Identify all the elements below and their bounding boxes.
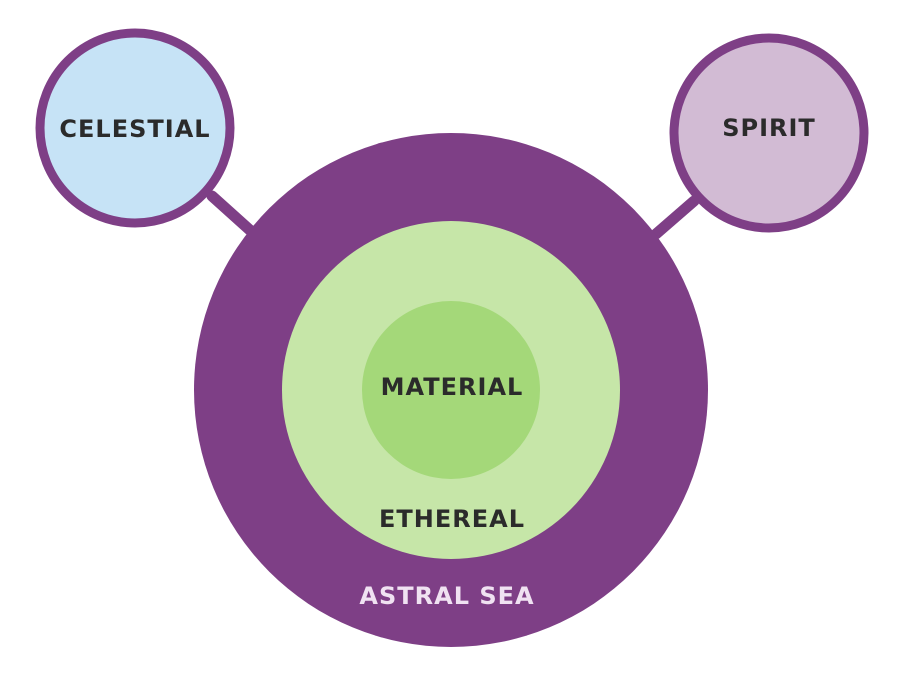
celestial-connector [206,190,258,238]
material-label: MATERIAL [381,373,524,401]
celestial-label: CELESTIAL [59,115,210,143]
material-disk [362,301,540,479]
ethereal-label: ETHEREAL [379,505,525,533]
spirit-label: SPIRIT [722,114,816,142]
astral-sea-label: ASTRAL SEA [359,582,534,610]
spirit-bubble [669,33,869,233]
celestial-bubble [35,28,235,228]
spirit-connector [650,195,700,240]
